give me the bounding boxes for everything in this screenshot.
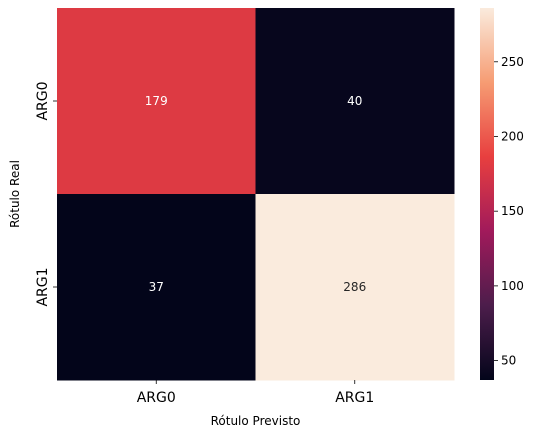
x-axis-label: Rótulo Previsto bbox=[211, 414, 301, 428]
heatmap-cell bbox=[57, 8, 256, 195]
heatmap-cell-labels: 179 40 37 286 bbox=[145, 94, 366, 294]
heatmap-cell bbox=[255, 194, 455, 381]
y-axis-label: Rótulo Real bbox=[8, 160, 22, 228]
colorbar-tick-label: 150 bbox=[501, 204, 524, 218]
y-axis-ticks: ARG0 ARG1 bbox=[35, 81, 57, 307]
colorbar-tick-label: 200 bbox=[501, 129, 524, 143]
colorbar bbox=[480, 8, 494, 380]
colorbar-tick-label: 50 bbox=[501, 354, 516, 368]
cell-value-label: 179 bbox=[145, 94, 168, 108]
x-tick-label: ARG1 bbox=[335, 390, 374, 406]
x-tick-label: ARG0 bbox=[137, 390, 176, 406]
x-axis-ticks: ARG0 ARG1 bbox=[137, 380, 374, 406]
cell-value-label: 40 bbox=[347, 94, 362, 108]
cell-value-label: 37 bbox=[149, 280, 164, 294]
cell-value-label: 286 bbox=[343, 280, 366, 294]
heatmap-cell bbox=[255, 8, 455, 195]
colorbar-tick-label: 100 bbox=[501, 279, 524, 293]
y-tick-label: ARG0 bbox=[35, 81, 51, 120]
y-tick-label: ARG1 bbox=[35, 267, 51, 306]
colorbar-ticks: 50 100 150 200 250 bbox=[494, 55, 524, 368]
colorbar-tick-label: 250 bbox=[501, 55, 524, 69]
heatmap-cells bbox=[57, 8, 455, 381]
heatmap-cell bbox=[57, 194, 256, 381]
